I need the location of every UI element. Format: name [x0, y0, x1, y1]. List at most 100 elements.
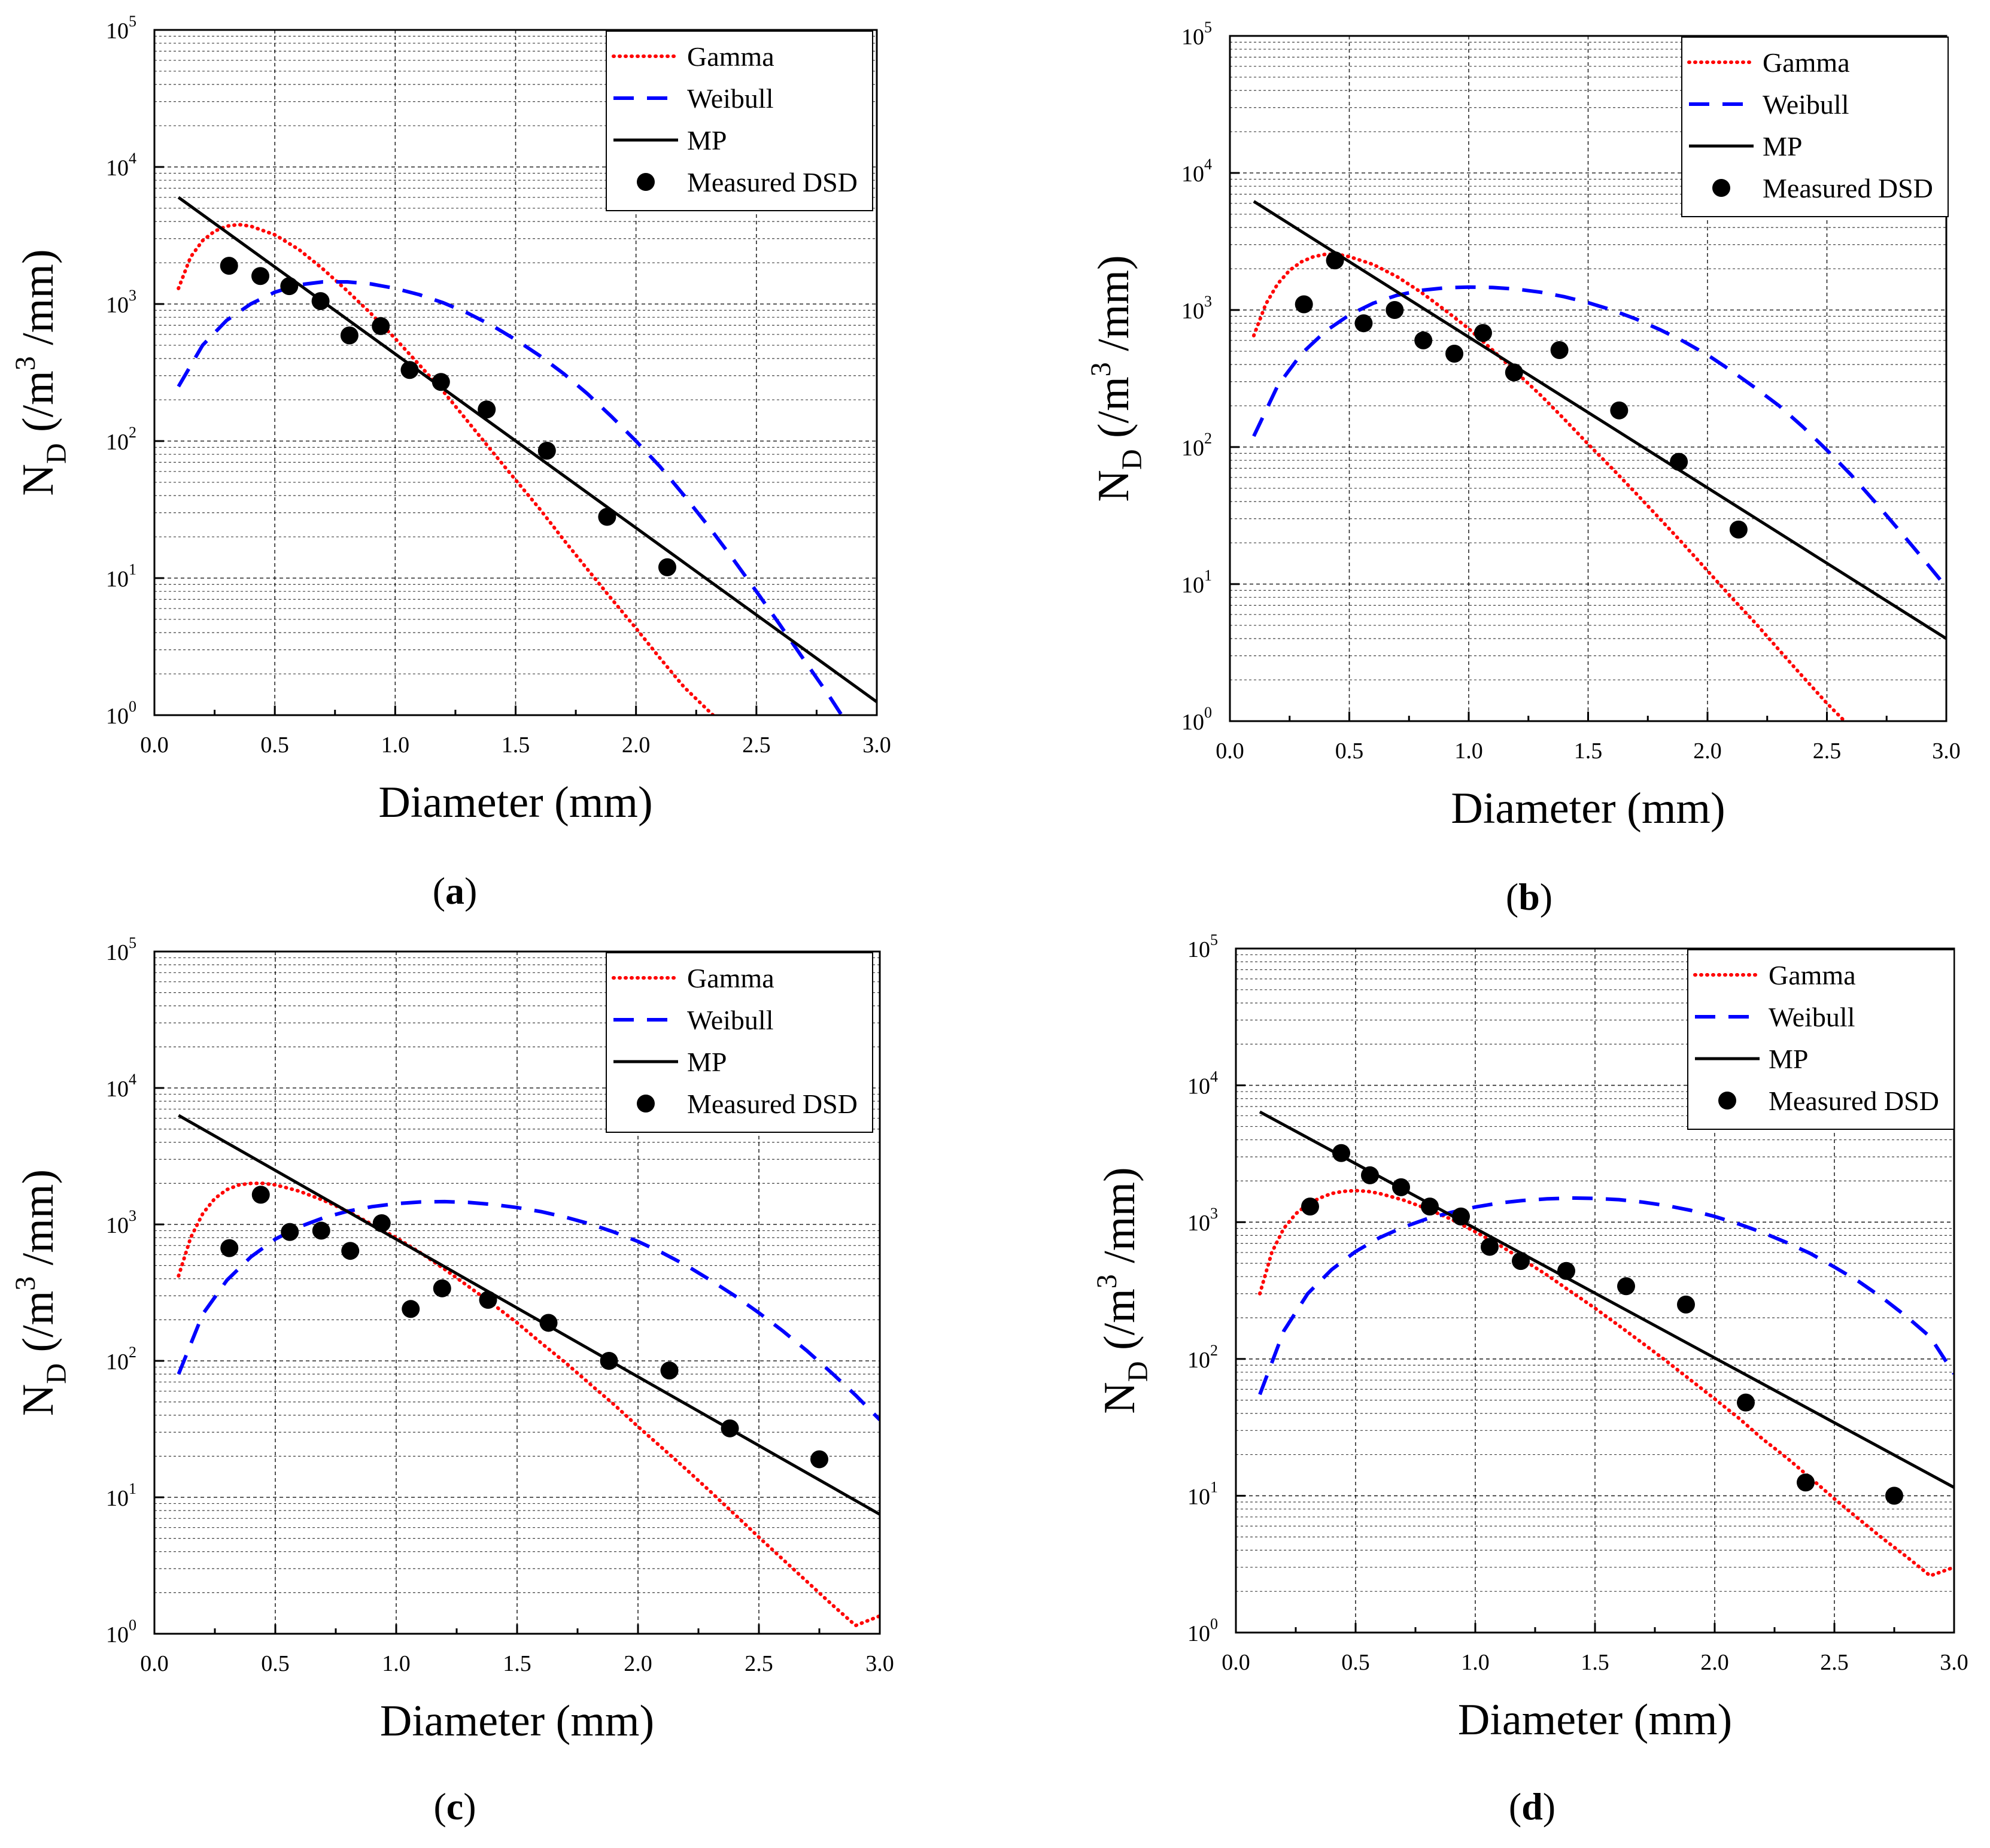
- y-title-subscript: D: [1116, 449, 1148, 470]
- plot-area: [177, 1114, 880, 1628]
- legend-label: Gamma: [1763, 47, 1850, 78]
- y-tick-base: 10: [106, 567, 129, 592]
- plot-area: [177, 196, 877, 715]
- chart-panel-b: 0.0 0.5 1.0 1.5 2.0 2.5 3.0100101102103104105D…: [1085, 19, 1961, 918]
- x-tick-label: 0.5: [1341, 1650, 1370, 1675]
- measured-dsd-point: [598, 507, 616, 526]
- measured-dsd-point: [539, 1314, 558, 1332]
- measured-dsd-point: [372, 1214, 391, 1233]
- y-tick-label: 104: [106, 150, 136, 181]
- measured-dsd-point: [400, 361, 419, 379]
- x-tick-label: 2.0: [1700, 1650, 1729, 1675]
- x-tick-label: 0.0: [1222, 1650, 1250, 1675]
- y-tick-label: 101: [106, 561, 136, 592]
- y-tick-exponent: 5: [129, 934, 136, 952]
- y-title-unit: (/m: [14, 370, 63, 443]
- legend-label: Weibull: [1763, 89, 1849, 120]
- x-tick-label: 2.0: [622, 732, 651, 758]
- y-tick-label: 105: [106, 934, 136, 965]
- y-tick-exponent: 1: [129, 561, 136, 578]
- y-tick-exponent: 3: [129, 1207, 136, 1224]
- y-tick-label: 103: [106, 287, 136, 318]
- measured-dsd-point: [1421, 1197, 1439, 1216]
- measured-dsd-point: [600, 1352, 618, 1370]
- measured-dsd-point: [1550, 341, 1569, 359]
- y-title-superscript: 3: [1091, 1274, 1123, 1288]
- x-tick-label: 2.5: [1813, 738, 1842, 764]
- chart-panel-d: 0.0 0.5 1.0 1.5 2.0 2.5 3.0100101102103104105D…: [1091, 931, 1968, 1828]
- measured-dsd-point: [280, 277, 299, 296]
- measured-dsd-point: [1326, 251, 1344, 270]
- y-tick-exponent: 4: [1204, 156, 1212, 173]
- mp-series-line: [177, 196, 877, 703]
- x-axis: 0.0 0.5 1.0 1.5 2.0 2.5 3.0: [1216, 712, 1961, 764]
- measured-dsd-point: [341, 1242, 360, 1260]
- measured-dsd-point: [479, 1291, 497, 1309]
- legend-label: MP: [1769, 1044, 1808, 1074]
- y-title-main: N: [1095, 1382, 1144, 1414]
- measured-dsd-point: [1332, 1144, 1350, 1162]
- measured-dsd-point: [1481, 1238, 1499, 1256]
- y-axis-title: ND (/m3 /mm): [1085, 255, 1148, 501]
- y-title-subscript: D: [41, 1363, 72, 1384]
- y-tick-exponent: 0: [1210, 1615, 1218, 1633]
- measured-dsd-point: [1610, 401, 1629, 420]
- measured-dsd-point: [312, 1221, 330, 1240]
- measured-dsd-point: [1301, 1197, 1319, 1216]
- y-tick-label: 100: [106, 1616, 136, 1648]
- measured-dsd-point: [1677, 1295, 1695, 1314]
- y-title-unit: (/m: [14, 1291, 63, 1363]
- y-tick-exponent: 0: [129, 698, 136, 715]
- y-tick-label: 105: [1181, 19, 1212, 50]
- legend-marker: [1718, 1092, 1736, 1110]
- y-tick-base: 10: [106, 293, 129, 318]
- y-title-superscript: 3: [10, 1276, 41, 1291]
- panel-label-letter: d: [1521, 1785, 1543, 1828]
- measured-dsd-point: [1617, 1277, 1635, 1296]
- weibull-series-line: [177, 280, 844, 715]
- y-tick-base: 10: [106, 1486, 129, 1511]
- panel-label-letter: c: [446, 1785, 463, 1828]
- y-tick-label: 103: [106, 1207, 136, 1238]
- measured-dsd-point: [432, 373, 450, 391]
- y-tick-exponent: 1: [129, 1480, 136, 1497]
- y-title-subscript: D: [1122, 1361, 1154, 1382]
- measured-dsd-point: [1452, 1207, 1470, 1226]
- x-tick-label: 1.0: [1454, 738, 1483, 764]
- y-tick-label: 104: [1181, 156, 1212, 187]
- y-tick-base: 10: [1187, 937, 1210, 962]
- legend-label: Measured DSD: [687, 1089, 858, 1119]
- x-axis-title: Diameter (mm): [378, 778, 652, 827]
- y-tick-exponent: 5: [1210, 931, 1218, 949]
- y-title-unit-tail: /mm): [14, 249, 63, 356]
- legend-label: MP: [687, 1047, 727, 1077]
- y-tick-label: 105: [106, 13, 136, 44]
- y-tick-exponent: 4: [129, 1071, 136, 1088]
- measured-dsd-point: [433, 1279, 451, 1297]
- measured-dsd-point: [658, 558, 676, 576]
- measured-dsd-point: [1670, 452, 1688, 471]
- gamma-series-line: [177, 223, 715, 715]
- y-tick-label: 104: [1187, 1068, 1218, 1099]
- y-tick-exponent: 4: [1210, 1068, 1218, 1086]
- legend-label: MP: [687, 125, 727, 156]
- legend: Gamma Weibull MP Measured DSD: [1687, 949, 1955, 1130]
- x-tick-label: 3.0: [865, 1651, 894, 1676]
- panel-label-letter: a: [445, 870, 464, 912]
- y-title-unit: (/m: [1089, 376, 1138, 449]
- x-tick-label: 0.0: [140, 732, 169, 758]
- measured-dsd-point: [402, 1300, 420, 1318]
- measured-dsd-point: [220, 1239, 239, 1257]
- x-tick-label: 0.0: [140, 1651, 169, 1676]
- x-axis: 0.0 0.5 1.0 1.5 2.0 2.5 3.0: [1222, 1623, 1968, 1675]
- y-tick-base: 10: [1187, 1484, 1210, 1509]
- legend-label: Measured DSD: [687, 167, 858, 197]
- y-title-subscript: D: [41, 443, 72, 464]
- gamma-series-line: [1251, 252, 1848, 721]
- measured-dsd-point: [660, 1361, 679, 1380]
- measured-dsd-point: [1885, 1487, 1903, 1505]
- y-tick-exponent: 1: [1210, 1478, 1218, 1496]
- y-tick-exponent: 2: [129, 1344, 136, 1361]
